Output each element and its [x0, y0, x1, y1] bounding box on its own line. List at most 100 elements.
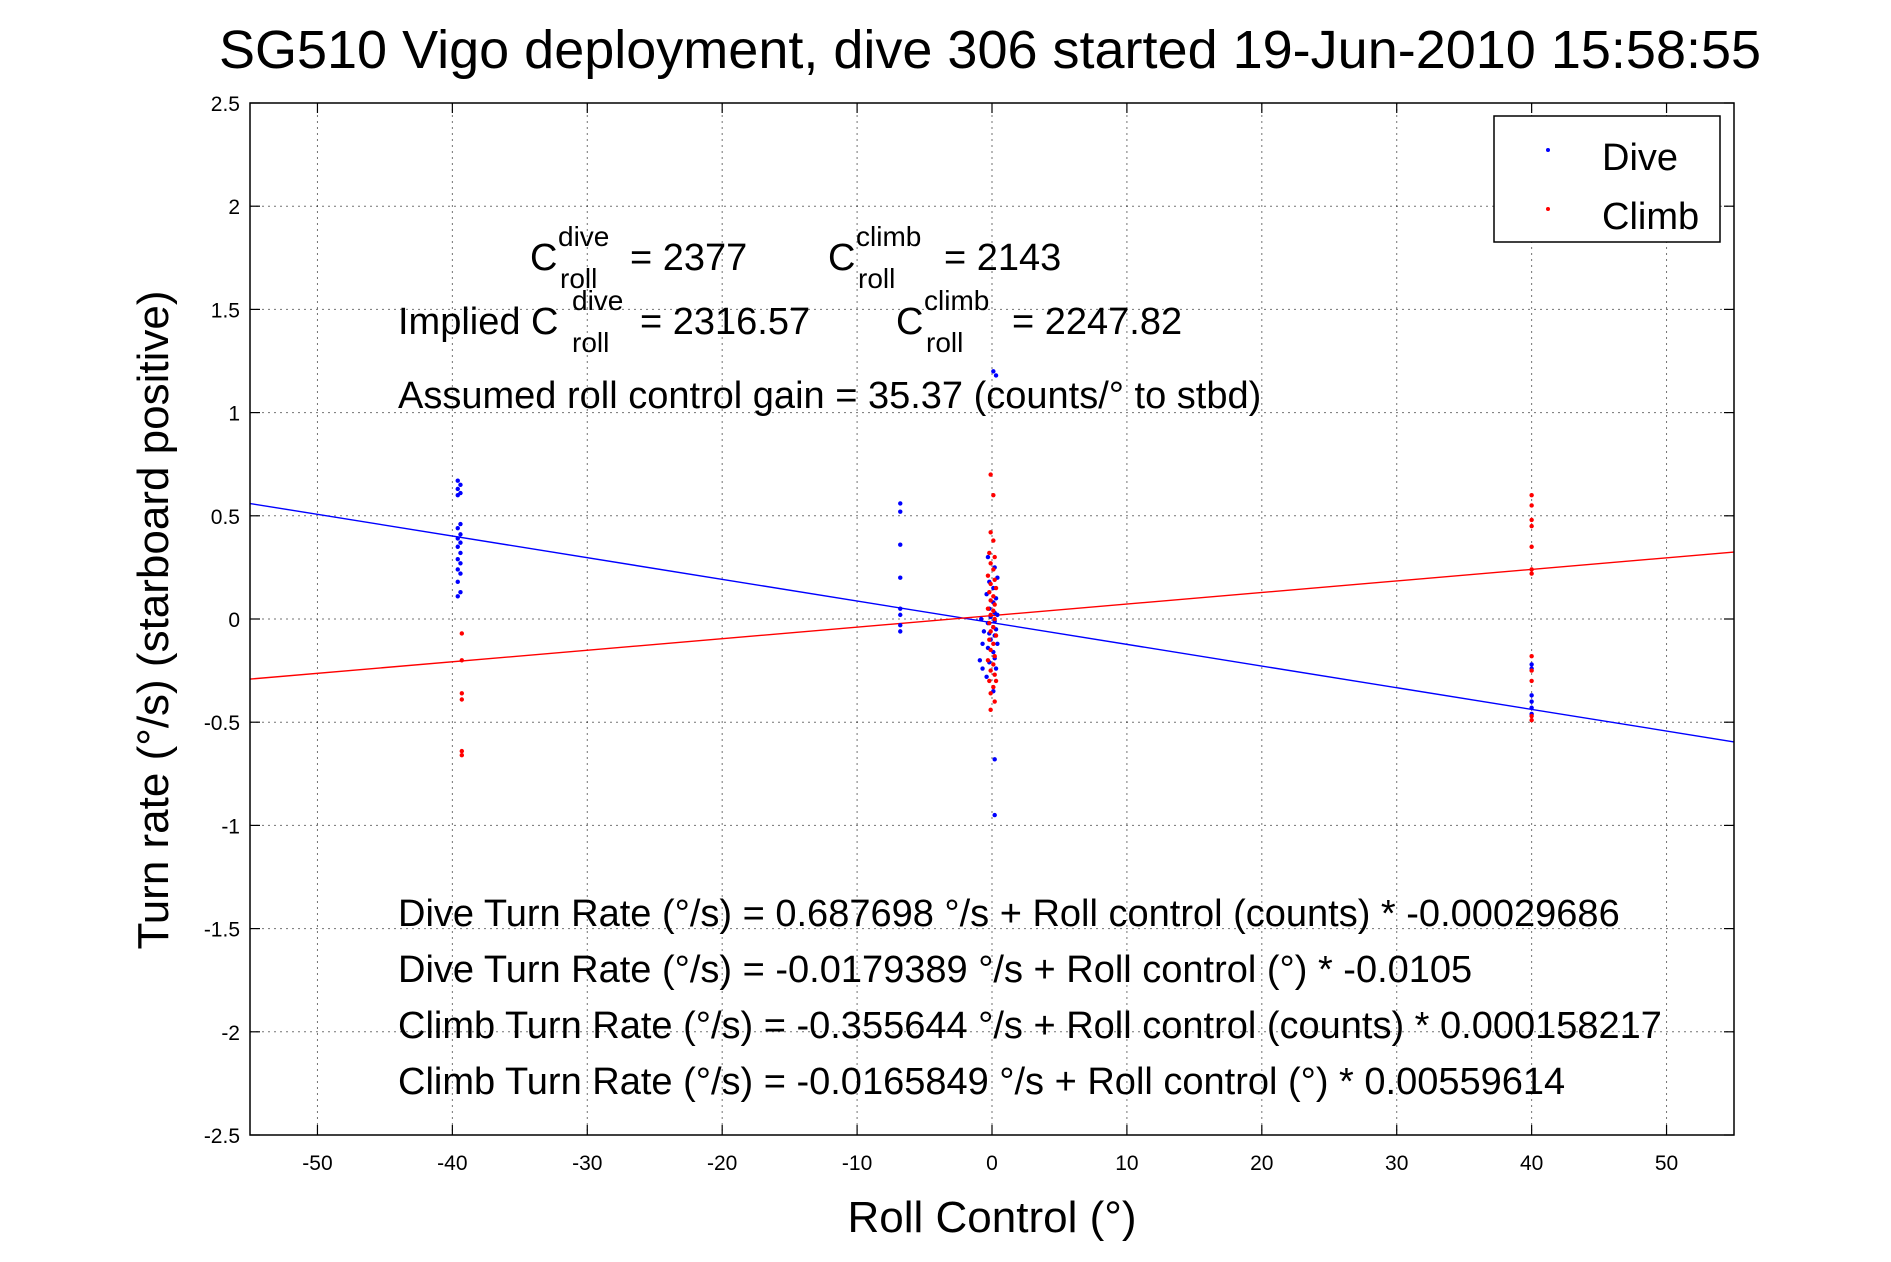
- point-dive: [1529, 699, 1534, 704]
- x-tick-label: 40: [1520, 1152, 1543, 1175]
- x-tick-label: -20: [707, 1152, 737, 1175]
- point-dive: [898, 629, 903, 634]
- y-tick-label: 2: [228, 196, 240, 219]
- point-dive: [898, 606, 903, 611]
- point-climb: [988, 598, 993, 603]
- point-climb: [988, 561, 993, 566]
- point-climb: [991, 684, 996, 690]
- point-dive: [458, 589, 463, 595]
- x-tick-label: -10: [842, 1152, 872, 1175]
- point-dive: [458, 550, 463, 556]
- implied-climb-sub: roll: [926, 327, 963, 358]
- c-climb-value: = 2143: [944, 237, 1061, 279]
- c-dive-value: = 2377: [630, 237, 747, 279]
- point-climb: [988, 647, 993, 653]
- point-dive: [979, 616, 984, 622]
- point-dive: [455, 486, 460, 492]
- point-climb: [1529, 517, 1534, 523]
- x-tick-label: 20: [1250, 1152, 1273, 1175]
- c-dive-sub: roll: [560, 263, 597, 294]
- implied-prefix: Implied C: [398, 301, 559, 343]
- y-axis-title: Turn rate (°/s) (starboard positive): [129, 290, 178, 949]
- gain-annotation: Assumed roll control gain = 35.37 (count…: [398, 375, 1261, 417]
- point-climb: [992, 554, 997, 560]
- point-climb: [988, 668, 993, 673]
- point-climb: [991, 662, 996, 667]
- point-climb: [992, 699, 997, 704]
- y-tick-label: -1.5: [204, 919, 240, 942]
- implied-annotation: Implied C dive roll = 2316.57 C climb ro…: [398, 285, 1182, 358]
- point-climb: [993, 585, 999, 591]
- point-climb: [988, 691, 993, 696]
- point-dive: [977, 658, 983, 663]
- x-tick-label: 0: [986, 1152, 998, 1175]
- point-climb: [991, 567, 996, 572]
- point-climb: [459, 691, 465, 696]
- legend-marker-climb: [1546, 207, 1550, 211]
- point-dive: [993, 373, 999, 378]
- chart-title: SG510 Vigo deployment, dive 306 started …: [219, 20, 1761, 80]
- point-dive: [992, 812, 997, 818]
- point-climb: [985, 573, 991, 578]
- point-climb: [991, 625, 996, 630]
- point-climb: [992, 577, 997, 582]
- point-climb: [459, 697, 465, 702]
- point-dive: [458, 521, 463, 527]
- point-dive: [980, 641, 985, 646]
- point-climb: [991, 641, 996, 646]
- equation-climb-counts: Climb Turn Rate (°/s) = -0.355644 °/s + …: [398, 1005, 1662, 1047]
- point-climb: [459, 748, 465, 754]
- point-climb: [987, 620, 992, 626]
- y-tick-label: -0.5: [204, 712, 240, 735]
- point-climb: [1529, 678, 1534, 684]
- x-tick-label: 10: [1115, 1152, 1138, 1175]
- y-tick-label: 0.5: [211, 506, 240, 529]
- point-climb: [1529, 653, 1534, 659]
- y-tick-label: 2.5: [211, 93, 240, 116]
- point-climb: [1529, 523, 1534, 529]
- legend-marker-dive: [1546, 148, 1550, 152]
- point-climb: [991, 594, 996, 599]
- point-climb: [988, 581, 993, 587]
- implied-climb-value: = 2247.82: [1012, 301, 1182, 343]
- point-climb: [988, 612, 993, 618]
- point-dive: [992, 757, 997, 762]
- point-dive: [458, 571, 463, 576]
- c-climb-sup: climb: [856, 221, 921, 252]
- point-climb: [1529, 544, 1534, 549]
- c-dive-sup: dive: [558, 221, 609, 252]
- x-tick-label: -40: [437, 1152, 467, 1175]
- point-climb: [1529, 668, 1534, 673]
- point-dive: [985, 554, 991, 560]
- point-climb: [992, 616, 997, 622]
- point-climb: [459, 753, 465, 758]
- point-dive: [993, 666, 999, 671]
- point-dive: [458, 540, 463, 545]
- point-climb: [459, 631, 465, 636]
- point-climb: [987, 678, 992, 684]
- equation-dive-counts: Dive Turn Rate (°/s) = 0.687698 °/s + Ro…: [398, 893, 1620, 935]
- point-dive: [458, 532, 463, 537]
- point-dive: [995, 641, 1000, 646]
- implied-dive-value: = 2316.57: [640, 301, 810, 343]
- x-tick-label: -30: [572, 1152, 602, 1175]
- point-climb: [985, 658, 991, 663]
- implied-dive-sub: roll: [572, 327, 609, 358]
- point-dive: [1529, 662, 1534, 667]
- y-tick-label: -2: [221, 1022, 240, 1045]
- data-points: [455, 369, 1534, 818]
- x-axis-title: Roll Control (°): [848, 1193, 1137, 1242]
- point-dive: [898, 542, 903, 547]
- point-dive: [455, 492, 460, 498]
- point-climb: [991, 538, 996, 543]
- point-climb: [1529, 717, 1534, 723]
- point-climb: [991, 608, 996, 613]
- point-dive: [455, 536, 460, 541]
- point-dive: [1529, 705, 1534, 710]
- point-climb: [988, 707, 993, 713]
- point-climb: [987, 637, 992, 642]
- point-dive: [458, 482, 463, 488]
- point-dive: [1529, 693, 1534, 698]
- point-climb: [993, 633, 999, 638]
- point-climb: [459, 658, 465, 663]
